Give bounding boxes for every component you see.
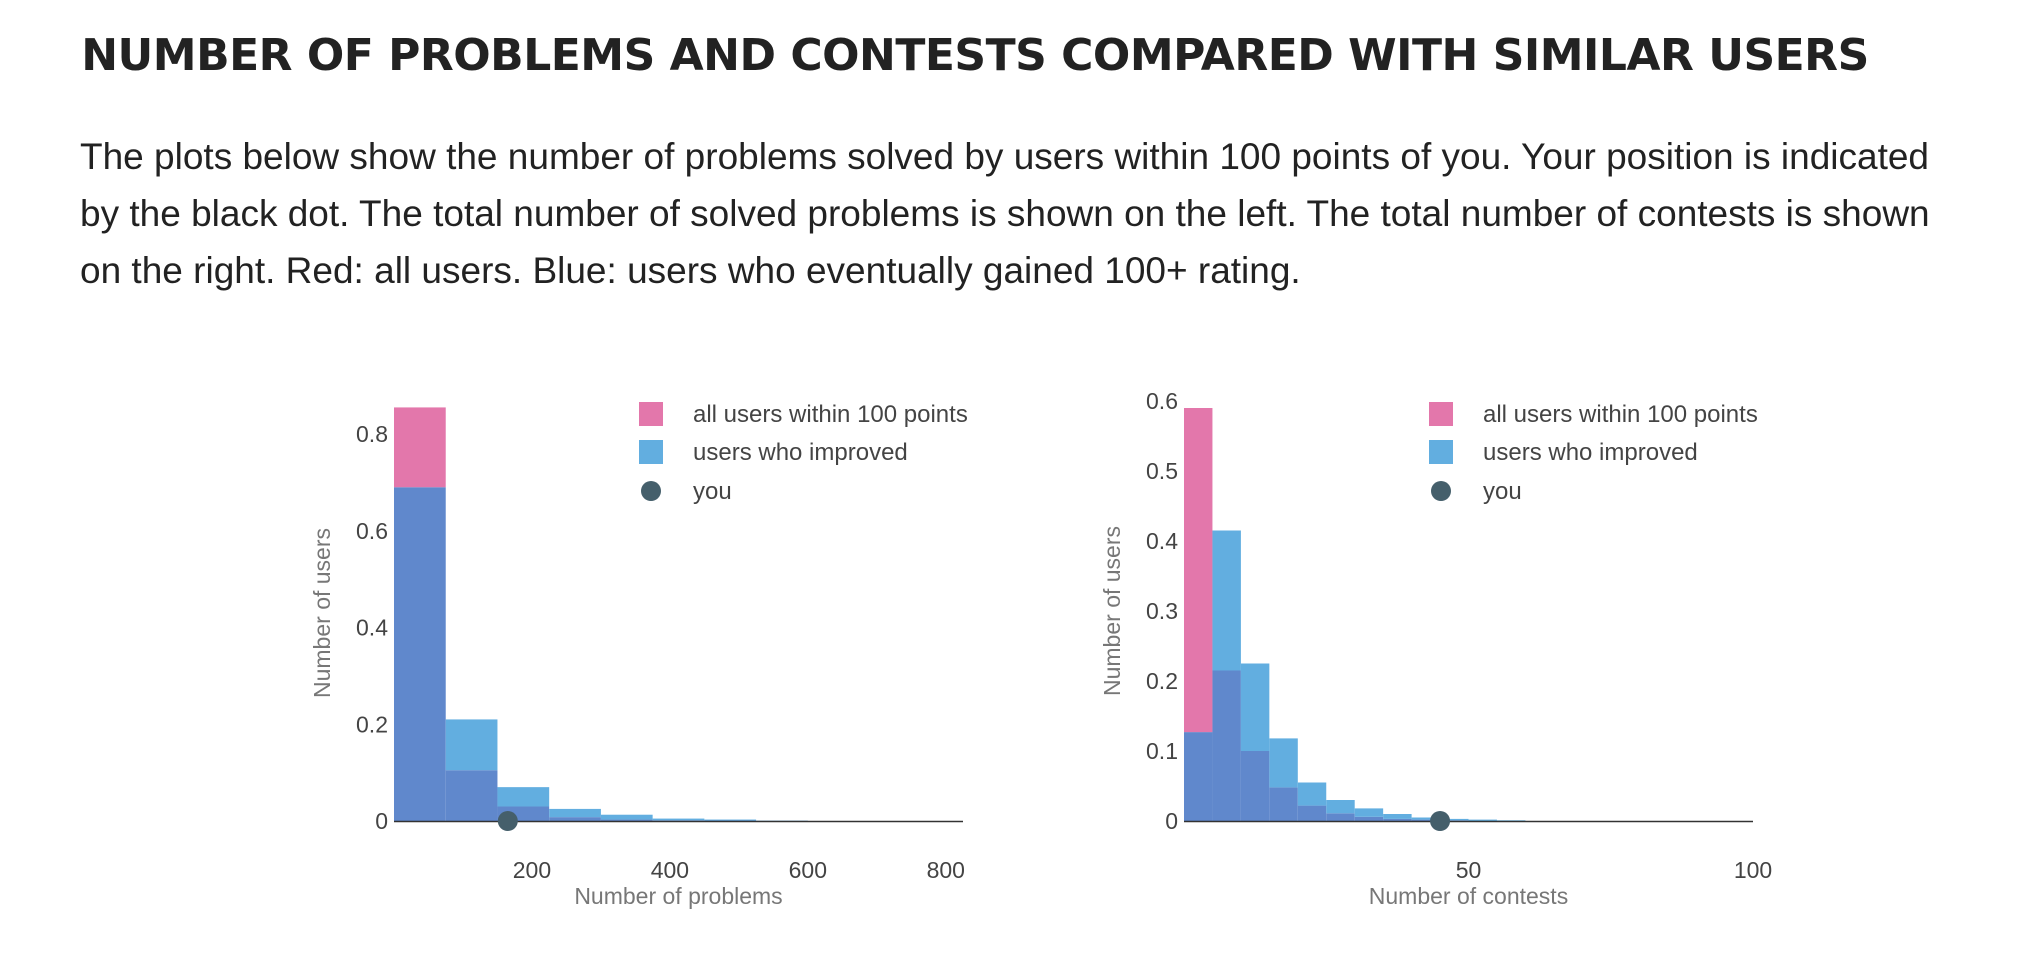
legend-label-all-users: all users within 100 points bbox=[1483, 401, 1758, 428]
x-tick-label: 400 bbox=[651, 857, 689, 883]
histogram-bar-overlap bbox=[1326, 813, 1355, 821]
y-tick-label: 0.2 bbox=[356, 711, 388, 737]
histogram-bar bbox=[549, 808, 601, 818]
x-tick-label: 200 bbox=[513, 857, 551, 883]
page-title: NUMBER OF PROBLEMS AND CONTESTS COMPARED… bbox=[81, 30, 1869, 81]
y-tick-label: 0.6 bbox=[356, 518, 388, 544]
legend-label-you: you bbox=[1483, 478, 1522, 505]
histogram-bar-overlap bbox=[1440, 820, 1469, 821]
x-tick-label: 800 bbox=[927, 857, 965, 883]
histogram-bar bbox=[1468, 819, 1497, 821]
histogram-bar bbox=[1383, 814, 1412, 819]
legend-swatch-improved bbox=[1429, 440, 1453, 464]
histogram-bar-overlap bbox=[652, 820, 705, 821]
y-tick-label: 0 bbox=[375, 808, 388, 834]
y-axis-title: Number of users bbox=[309, 528, 335, 698]
histogram-bar bbox=[1269, 738, 1298, 788]
histogram-bar bbox=[1326, 800, 1355, 814]
histogram-bar-overlap bbox=[1240, 751, 1270, 821]
you-marker bbox=[497, 811, 518, 831]
histogram-bar-overlap bbox=[1383, 818, 1412, 821]
histogram-bar-overlap bbox=[1269, 787, 1298, 821]
histogram-bar-overlap bbox=[1297, 805, 1327, 821]
histogram-bar-overlap bbox=[1212, 670, 1241, 821]
x-tick-label: 50 bbox=[1456, 857, 1482, 883]
histogram-bar bbox=[1212, 530, 1241, 671]
legend-swatch-improved bbox=[639, 440, 663, 464]
histogram-bar bbox=[1440, 818, 1469, 821]
histogram-bar bbox=[1354, 808, 1384, 817]
x-axis-title: Number of problems bbox=[574, 883, 782, 909]
y-tick-label: 0.4 bbox=[356, 615, 388, 641]
histogram-bar bbox=[600, 814, 653, 820]
histogram-bar-overlap bbox=[600, 819, 653, 821]
y-tick-label: 0 bbox=[1165, 808, 1178, 834]
histogram-bar bbox=[1496, 820, 1526, 821]
you-marker bbox=[1430, 811, 1451, 831]
histogram-bar bbox=[445, 719, 498, 771]
y-tick-label: 0.4 bbox=[1146, 528, 1178, 554]
x-axis-title: Number of contests bbox=[1369, 883, 1568, 909]
histogram-bar-overlap bbox=[1354, 816, 1384, 821]
description-text: The plots below show the number of probl… bbox=[80, 136, 1930, 291]
legend-label-all-users: all users within 100 points bbox=[693, 401, 968, 428]
x-tick-label: 100 bbox=[1734, 857, 1772, 883]
legend-marker-you bbox=[641, 481, 661, 501]
legend-label-you: you bbox=[693, 478, 732, 505]
y-tick-label: 0.3 bbox=[1146, 598, 1178, 624]
y-axis-title: Number of users bbox=[1099, 526, 1125, 696]
legend-marker-you bbox=[1431, 481, 1451, 501]
histogram-bar bbox=[1184, 408, 1213, 733]
histogram-bar bbox=[652, 818, 705, 821]
legend-label-improved: users who improved bbox=[1483, 439, 1698, 466]
histogram-bar bbox=[1297, 782, 1327, 806]
legend-label-improved: users who improved bbox=[693, 439, 908, 466]
legend-swatch-all-users bbox=[639, 402, 663, 426]
histogram-bar-overlap bbox=[1184, 732, 1213, 821]
histogram-bar bbox=[394, 407, 446, 488]
y-tick-label: 0.8 bbox=[356, 421, 388, 447]
y-tick-label: 0.6 bbox=[1146, 388, 1178, 414]
histogram-bar bbox=[1411, 817, 1441, 820]
problems-histogram: 0 0.2 0.4 0.6 0.8 200 400 600 800 Number of probl… bbox=[309, 401, 968, 909]
legend-swatch-all-users bbox=[1429, 402, 1453, 426]
x-tick-label: 600 bbox=[789, 857, 827, 883]
histogram-bar-overlap bbox=[394, 487, 446, 821]
y-tick-label: 0.2 bbox=[1146, 668, 1178, 694]
histogram-bar-overlap bbox=[1411, 819, 1441, 821]
contests-histogram: 0 0.1 0.2 0.3 0.4 0.5 0.6 50 100 Number of contes… bbox=[1099, 388, 1772, 909]
y-tick-label: 0.1 bbox=[1146, 738, 1178, 764]
histogram-bar bbox=[1240, 663, 1270, 751]
histogram-bar bbox=[704, 819, 757, 821]
y-tick-label: 0.5 bbox=[1146, 458, 1178, 484]
histogram-bar-overlap bbox=[445, 770, 498, 821]
histogram-bar-overlap bbox=[549, 817, 601, 821]
histogram-bar bbox=[497, 787, 550, 807]
